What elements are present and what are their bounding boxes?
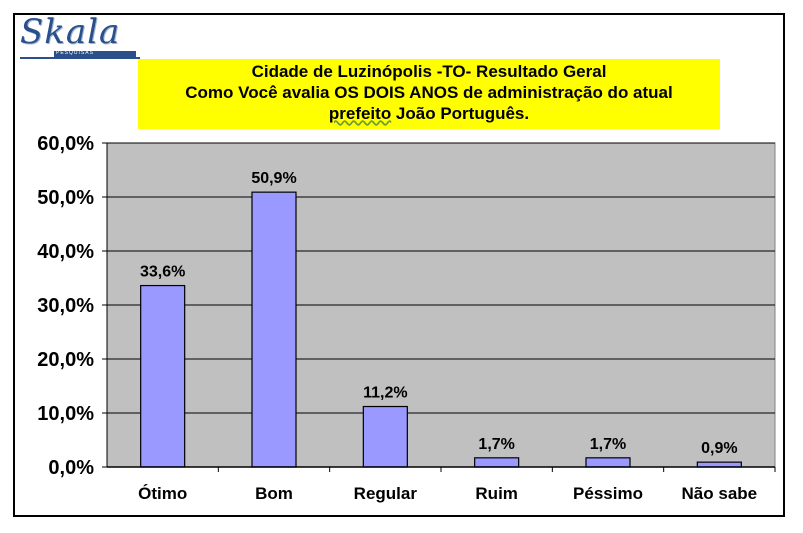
data-label: 11,2% (363, 385, 407, 402)
title-word-prefeito: prefeito (328, 104, 392, 123)
y-tick-label: 40,0% (37, 241, 94, 263)
title-line-3: prefeito João Português. (138, 103, 720, 124)
x-tick-label: Não sabe (682, 484, 758, 503)
y-tick-label: 0,0% (48, 457, 94, 479)
skala-logo: Skala PESQUISAS (20, 12, 140, 60)
x-tick-label: Ótimo (138, 484, 187, 503)
y-tick-label: 60,0% (37, 133, 94, 155)
data-label: 1,7% (478, 436, 514, 453)
bar (251, 191, 297, 468)
y-tick-label: 20,0% (37, 349, 94, 371)
bar (140, 284, 186, 468)
bar (474, 457, 520, 468)
title-line-2: Como Você avalia OS DOIS ANOS de adminis… (185, 83, 673, 102)
data-label: 1,7% (590, 436, 626, 453)
title-line-3-rest: João Português. (391, 104, 530, 123)
y-axis: 0,0% 10,0% 20,0% 30,0% 40,0% 50,0% 60,0% (37, 133, 108, 479)
chart-title: Cidade de Luzinópolis -TO- Resultado Ger… (138, 59, 720, 129)
x-axis: Ótimo Bom Regular Ruim Péssimo Não sabe (107, 466, 776, 503)
x-tick-label: Ruim (475, 484, 518, 503)
bar (585, 457, 631, 468)
data-labels: 33,6% 50,9% 11,2% 1,7% 1,7% 0,9% (140, 170, 738, 457)
title-line-1: Cidade de Luzinópolis -TO- Resultado Ger… (251, 62, 607, 81)
x-tick-label: Péssimo (573, 484, 643, 503)
x-tick-label: Bom (255, 484, 293, 503)
logo-rule (20, 57, 140, 59)
data-label: 50,9% (251, 170, 296, 187)
y-tick-label: 50,0% (37, 187, 94, 209)
bar (362, 405, 408, 468)
data-label: 33,6% (140, 264, 185, 281)
x-tick-label: Regular (354, 484, 418, 503)
y-tick-label: 10,0% (37, 403, 94, 425)
logo-name: Skala (20, 12, 121, 52)
logo-bar (54, 51, 136, 57)
data-label: 0,9% (701, 440, 737, 457)
y-tick-label: 30,0% (37, 295, 94, 317)
logo-tagline: PESQUISAS (56, 50, 94, 56)
